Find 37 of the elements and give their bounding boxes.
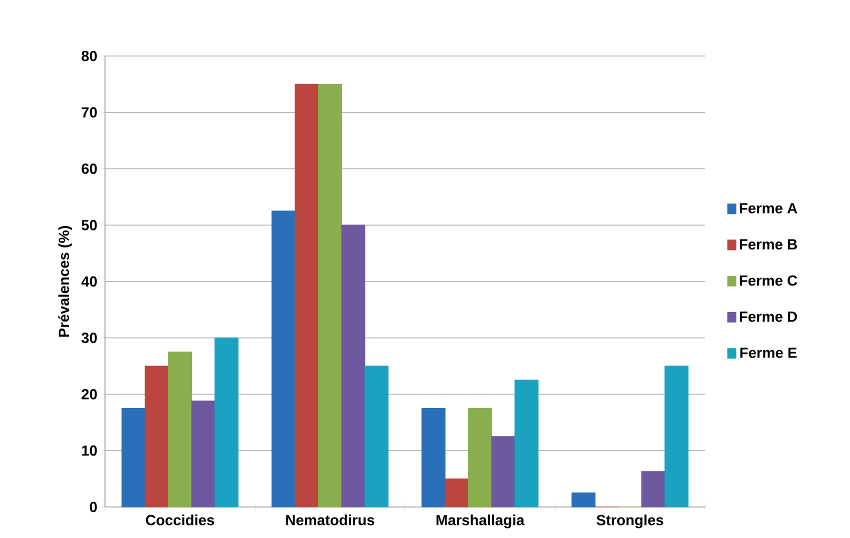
bar	[272, 210, 296, 508]
x-tick-label: Strongles	[596, 514, 664, 528]
bar	[664, 366, 688, 508]
x-tick-label: Coccidies	[146, 514, 214, 526]
y-tick-label: 10	[82, 445, 97, 456]
legend-label: Ferme D	[740, 312, 797, 322]
bar	[122, 408, 146, 508]
y-tick-label: 0	[90, 502, 97, 512]
bar	[318, 84, 342, 508]
y-tick-label: 40	[81, 276, 97, 287]
bar	[422, 408, 446, 508]
y-tick-label: 20	[82, 389, 97, 400]
x-tick-label: Nematodirus	[286, 514, 374, 526]
y-tick-label: 50	[82, 220, 97, 230]
bar	[641, 471, 666, 508]
bar	[572, 492, 596, 508]
bar	[444, 478, 469, 508]
bar	[168, 352, 192, 508]
bar	[144, 366, 169, 508]
y-tick-label: 70	[82, 107, 97, 118]
legend-label: Ferme C	[740, 275, 798, 286]
bar	[468, 408, 492, 508]
bar	[214, 338, 238, 508]
y-tick-label: 80	[82, 50, 97, 62]
legend-label: Ferme A	[740, 203, 798, 214]
bar	[364, 366, 388, 508]
x-tick-label: Marshallagia	[436, 514, 525, 528]
bar	[514, 380, 538, 508]
y-tick-label: 30	[81, 332, 97, 344]
y-tick-label: 60	[82, 164, 97, 174]
bar	[294, 84, 319, 508]
y-axis-title: Prévalences (%)	[58, 226, 72, 337]
legend-label: Ferme E	[740, 348, 797, 358]
legend-label: Ferme B	[740, 239, 797, 250]
bar	[341, 224, 366, 508]
bar	[191, 400, 216, 508]
bar	[491, 436, 516, 508]
